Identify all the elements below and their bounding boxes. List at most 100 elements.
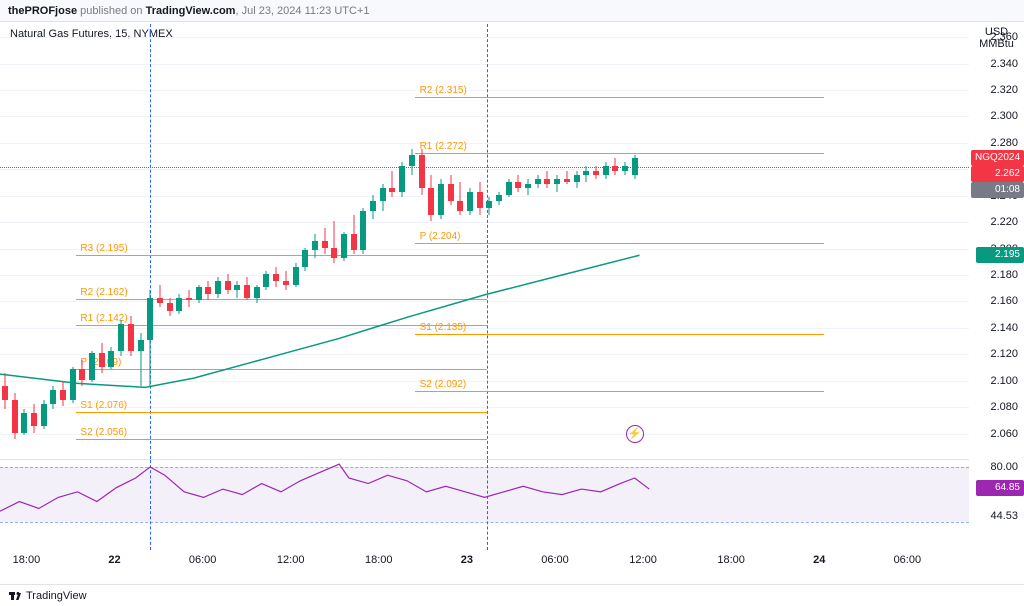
candle[interactable] — [496, 23, 502, 459]
candle[interactable] — [370, 23, 376, 459]
indicator-ytick: 80.00 — [990, 461, 1018, 473]
ytick-label: 2.160 — [990, 295, 1018, 307]
candle[interactable] — [302, 23, 308, 459]
ytick-label: 2.280 — [990, 137, 1018, 149]
candle[interactable] — [60, 23, 66, 459]
candle[interactable] — [186, 23, 192, 459]
candle[interactable] — [593, 23, 599, 459]
candle[interactable] — [448, 23, 454, 459]
footer: TradingView — [0, 584, 1024, 606]
candle[interactable] — [322, 23, 328, 459]
candle[interactable] — [70, 23, 76, 459]
candle[interactable] — [477, 23, 483, 459]
xtick-label: 06:00 — [894, 554, 922, 566]
candle[interactable] — [31, 23, 37, 459]
candle[interactable] — [389, 23, 395, 459]
candle[interactable] — [196, 23, 202, 459]
indicator-pane[interactable] — [0, 460, 969, 550]
ytick-label: 2.360 — [990, 31, 1018, 43]
candle[interactable] — [525, 23, 531, 459]
candle[interactable] — [293, 23, 299, 459]
author: thePROFjose — [8, 5, 77, 17]
candle[interactable] — [2, 23, 8, 459]
footer-brand: TradingView — [26, 590, 87, 602]
candle[interactable] — [254, 23, 260, 459]
xtick-label: 23 — [461, 554, 473, 566]
ytick-label: 2.060 — [990, 428, 1018, 440]
candle[interactable] — [467, 23, 473, 459]
source: TradingView.com — [146, 5, 236, 17]
candle[interactable] — [428, 23, 434, 459]
candle[interactable] — [574, 23, 580, 459]
price-chart[interactable]: R3 (2.195)R2 (2.162)R1 (2.142)P (2.109)S… — [0, 24, 969, 460]
candle[interactable] — [506, 23, 512, 459]
candle[interactable] — [535, 23, 541, 459]
price-yaxis[interactable]: 2.0602.0802.1002.1202.1402.1602.1802.200… — [969, 24, 1024, 460]
ytick-label: 2.340 — [990, 58, 1018, 70]
candle[interactable] — [167, 23, 173, 459]
ytick-label: 2.100 — [990, 375, 1018, 387]
xtick-label: 06:00 — [541, 554, 569, 566]
ytick-label: 2.080 — [990, 401, 1018, 413]
candle[interactable] — [205, 23, 211, 459]
candle[interactable] — [147, 23, 153, 459]
candle[interactable] — [515, 23, 521, 459]
candle[interactable] — [419, 23, 425, 459]
candle[interactable] — [225, 23, 231, 459]
candle[interactable] — [234, 23, 240, 459]
candle[interactable] — [360, 23, 366, 459]
flash-icon[interactable]: ⚡ — [626, 425, 644, 443]
ytick-label: 2.120 — [990, 348, 1018, 360]
xtick-label: 12:00 — [629, 554, 657, 566]
candle[interactable] — [118, 23, 124, 459]
candle[interactable] — [12, 23, 18, 459]
candle[interactable] — [215, 23, 221, 459]
candle[interactable] — [138, 23, 144, 459]
tradingview-logo-icon — [8, 589, 22, 603]
candle[interactable] — [108, 23, 114, 459]
candle[interactable] — [128, 23, 134, 459]
candle[interactable] — [263, 23, 269, 459]
candle[interactable] — [312, 23, 318, 459]
candle[interactable] — [632, 23, 638, 459]
candle[interactable] — [409, 23, 415, 459]
indicator-yaxis[interactable]: 80.0061.5244.5364.85 — [969, 460, 1024, 550]
candle[interactable] — [176, 23, 182, 459]
xtick-label: 18:00 — [13, 554, 41, 566]
candle[interactable] — [79, 23, 85, 459]
candle[interactable] — [273, 23, 279, 459]
time-xaxis[interactable]: 18:002206:0012:0018:002306:0012:0018:002… — [0, 550, 969, 572]
candle[interactable] — [457, 23, 463, 459]
candle[interactable] — [612, 23, 618, 459]
ytick-label: 2.180 — [990, 269, 1018, 281]
candle[interactable] — [380, 23, 386, 459]
candle[interactable] — [564, 23, 570, 459]
candle[interactable] — [157, 23, 163, 459]
candle[interactable] — [89, 23, 95, 459]
xtick-label: 18:00 — [717, 554, 745, 566]
candle[interactable] — [341, 23, 347, 459]
candle[interactable] — [331, 23, 337, 459]
candle[interactable] — [41, 23, 47, 459]
candle[interactable] — [50, 23, 56, 459]
candle[interactable] — [283, 23, 289, 459]
candle[interactable] — [351, 23, 357, 459]
candle[interactable] — [399, 23, 405, 459]
candle[interactable] — [622, 23, 628, 459]
ytick-label: 2.300 — [990, 110, 1018, 122]
candle[interactable] — [438, 23, 444, 459]
candle[interactable] — [583, 23, 589, 459]
candle[interactable] — [554, 23, 560, 459]
candle[interactable] — [603, 23, 609, 459]
candle[interactable] — [244, 23, 250, 459]
xtick-label: 06:00 — [189, 554, 217, 566]
indicator-badge: 64.85 — [976, 480, 1024, 496]
candle[interactable] — [544, 23, 550, 459]
xtick-label: 18:00 — [365, 554, 393, 566]
candle[interactable] — [486, 23, 492, 459]
indicator-ytick: 44.53 — [990, 510, 1018, 522]
header-bar: thePROFjose published on TradingView.com… — [0, 0, 1024, 22]
candle[interactable] — [99, 23, 105, 459]
ytick-label: 2.140 — [990, 322, 1018, 334]
candle[interactable] — [21, 23, 27, 459]
